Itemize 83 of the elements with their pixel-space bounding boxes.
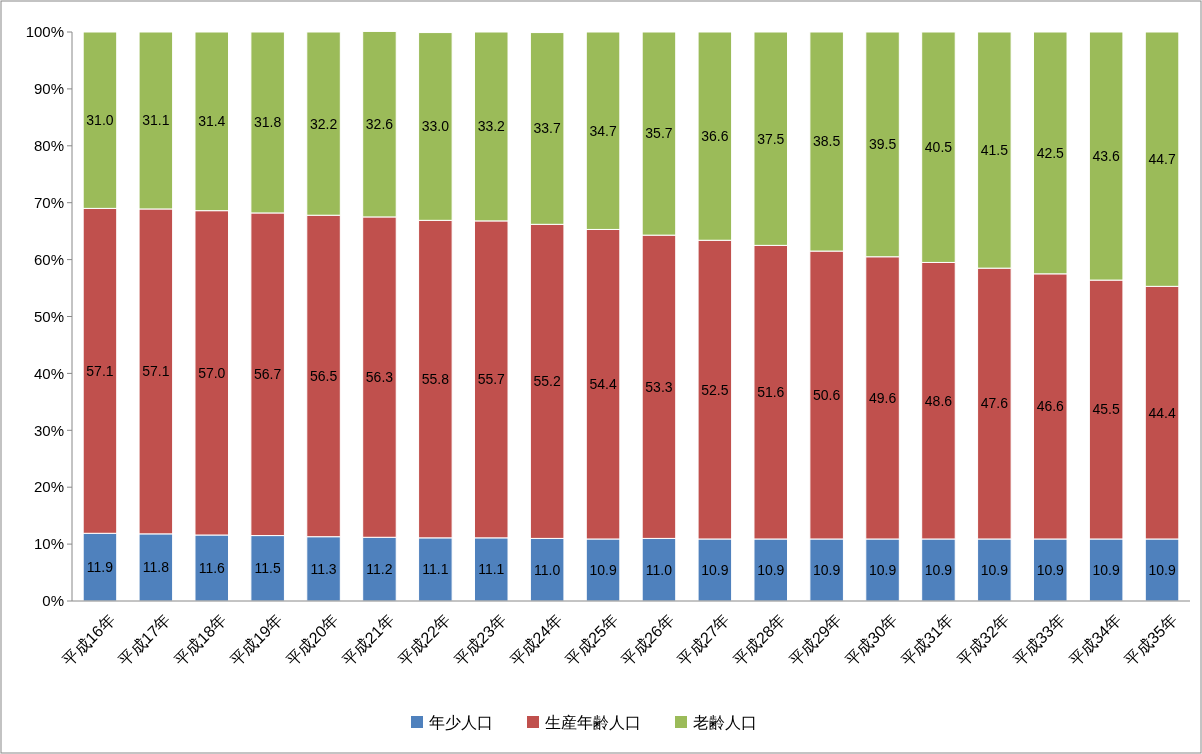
data-label: 46.6 (1036, 398, 1065, 415)
data-label: 10.9 (924, 561, 953, 578)
data-label: 10.9 (813, 561, 841, 578)
legend-label: 老齢人口 (693, 713, 757, 731)
data-label: 10.9 (1036, 561, 1065, 578)
x-tick-label: 平成35年 (1121, 611, 1181, 670)
data-label: 52.5 (701, 381, 729, 398)
data-label: 33.2 (477, 118, 506, 135)
y-tick-label: 90% (33, 80, 64, 98)
data-label: 56.3 (365, 369, 394, 385)
data-label: 10.9 (868, 561, 897, 578)
data-label: 11.1 (478, 561, 505, 578)
data-label: 31.8 (254, 114, 282, 131)
data-label: 44.7 (1148, 151, 1176, 168)
data-label: 53.3 (645, 378, 673, 395)
data-label: 10.9 (980, 561, 1009, 578)
data-label: 32.2 (309, 115, 338, 132)
data-label: 11.5 (254, 560, 281, 577)
data-label: 47.6 (980, 395, 1009, 412)
x-tick-label: 平成27年 (674, 611, 733, 670)
data-label: 10.9 (1148, 561, 1176, 578)
data-label: 45.5 (1092, 401, 1120, 418)
data-label: 32.6 (365, 116, 394, 133)
y-tick-label: 100% (25, 23, 64, 41)
y-tick-label: 20% (33, 478, 64, 496)
x-tick-label: 平成29年 (786, 611, 845, 670)
data-label: 33.7 (533, 120, 561, 137)
data-label: 37.5 (757, 130, 785, 147)
y-tick-label: 80% (33, 137, 64, 155)
data-label: 10.9 (1092, 561, 1120, 578)
data-label: 11.0 (645, 561, 673, 578)
y-tick-label: 60% (33, 250, 64, 268)
data-label: 31.4 (198, 113, 226, 130)
data-label: 44.4 (1148, 404, 1176, 421)
legend-label: 生産年齢人口 (545, 713, 641, 731)
data-label: 42.5 (1036, 144, 1065, 161)
data-label: 49.6 (868, 389, 897, 406)
y-tick-label: 10% (33, 535, 64, 553)
data-label: 11.9 (86, 559, 114, 576)
x-tick-label: 平成16年 (59, 611, 118, 670)
data-label: 57.0 (198, 364, 226, 381)
data-label: 54.4 (589, 376, 617, 393)
data-label: 11.3 (310, 560, 337, 577)
x-tick-label: 平成28年 (730, 611, 789, 670)
y-tick-label: 30% (33, 421, 64, 439)
x-tick-label: 平成17年 (115, 611, 174, 670)
data-label: 11.2 (366, 561, 393, 578)
y-tick-label: 40% (33, 364, 64, 382)
data-label: 40.5 (924, 139, 953, 156)
data-label: 33.0 (421, 118, 450, 135)
data-label: 10.9 (757, 561, 785, 578)
y-tick-label: 70% (33, 193, 64, 211)
data-label: 35.7 (645, 125, 673, 142)
data-label: 55.8 (421, 370, 450, 387)
y-tick-label: 50% (33, 307, 64, 325)
data-label: 39.5 (868, 136, 897, 153)
data-label: 34.7 (589, 122, 617, 139)
data-label: 38.5 (813, 133, 841, 150)
data-label: 55.7 (477, 371, 506, 388)
data-label: 11.8 (142, 559, 170, 576)
data-label: 31.1 (142, 112, 170, 129)
data-label: 50.6 (813, 386, 841, 403)
data-label: 55.2 (533, 373, 561, 390)
data-label: 31.0 (86, 112, 114, 129)
data-label: 56.7 (254, 366, 282, 383)
data-label: 41.5 (980, 141, 1009, 158)
data-label: 11.1 (422, 561, 449, 578)
x-tick-label: 平成26年 (618, 611, 677, 670)
y-tick-label: 0% (42, 592, 64, 610)
data-label: 10.9 (589, 561, 617, 578)
data-label: 57.1 (142, 363, 170, 380)
data-label: 51.6 (757, 384, 785, 401)
data-label: 10.9 (701, 561, 729, 578)
data-label: 11.0 (534, 561, 561, 578)
data-label: 57.1 (86, 362, 114, 379)
data-label: 56.5 (309, 367, 338, 384)
data-label: 43.6 (1092, 147, 1120, 164)
data-label: 11.6 (198, 559, 226, 576)
x-tick-label: 平成19年 (227, 611, 286, 670)
legend-label: 年少人口 (429, 713, 493, 731)
x-tick-label: 平成18年 (171, 611, 230, 670)
data-label: 48.6 (924, 392, 953, 409)
data-label: 36.6 (701, 128, 729, 145)
